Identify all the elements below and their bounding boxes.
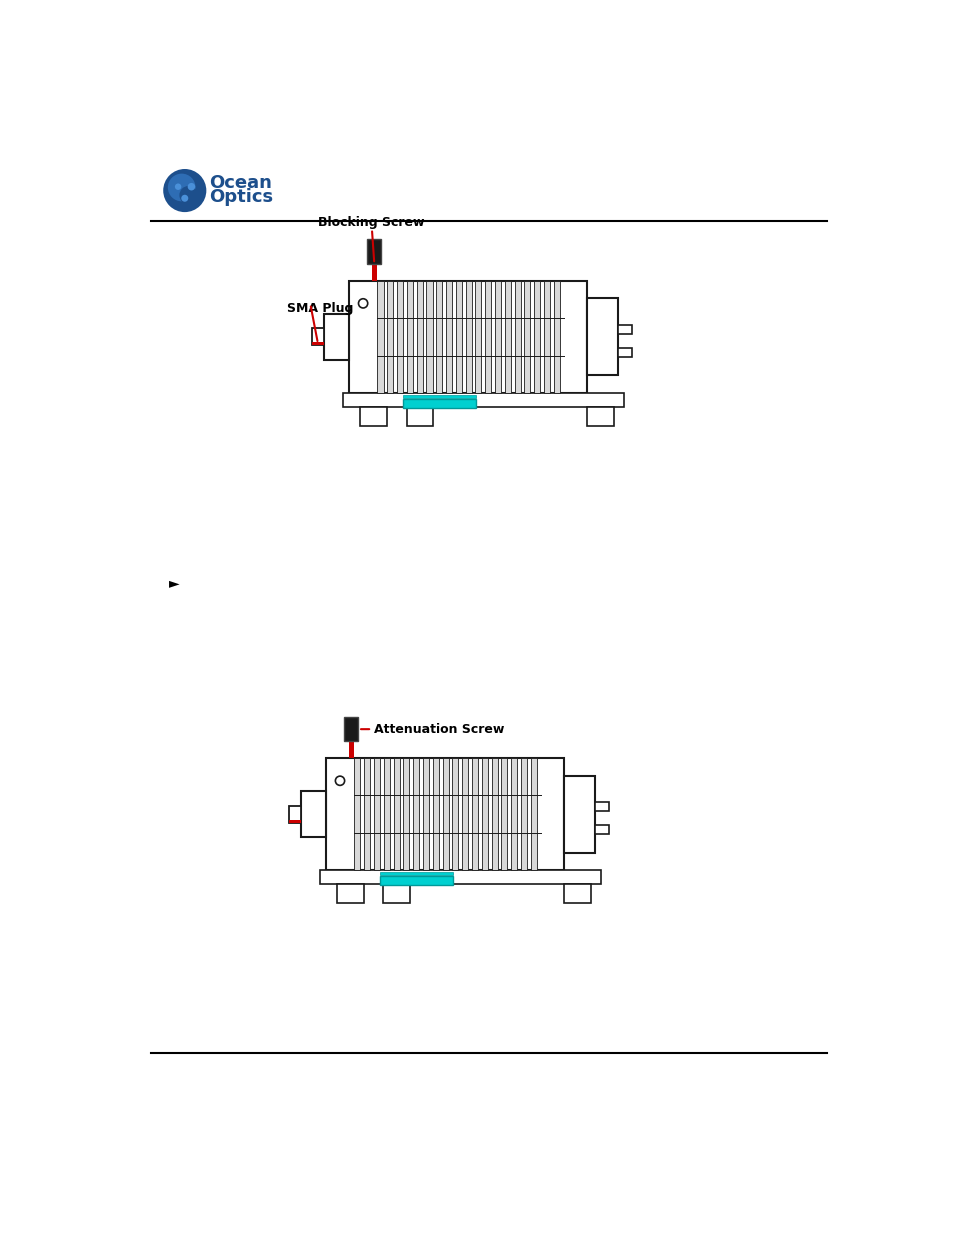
Bar [433, 758, 438, 871]
Bar [360, 406, 387, 426]
Bar [367, 240, 381, 264]
Bar [530, 758, 537, 871]
Bar [349, 282, 587, 393]
Bar [364, 758, 370, 871]
Bar [301, 792, 325, 837]
Bar [554, 282, 559, 393]
Bar [379, 872, 453, 876]
Bar [374, 758, 379, 871]
Bar [465, 282, 471, 393]
Circle shape [181, 195, 188, 201]
Bar [436, 282, 442, 393]
Bar [472, 758, 477, 871]
Bar [500, 758, 507, 871]
Bar [587, 406, 614, 426]
Bar [354, 758, 360, 871]
Bar [383, 758, 390, 871]
Bar [495, 282, 500, 393]
Bar [520, 758, 526, 871]
Bar [416, 282, 422, 393]
Text: Blocking Screw: Blocking Screw [317, 216, 424, 228]
Bar [319, 871, 600, 884]
Text: Optics: Optics [210, 188, 274, 206]
Bar [452, 758, 458, 871]
Bar [618, 325, 632, 333]
Bar [564, 776, 595, 852]
Bar [349, 741, 354, 758]
Circle shape [188, 183, 195, 190]
Bar [461, 758, 468, 871]
Bar [312, 329, 324, 346]
Text: SMA Plug: SMA Plug [287, 303, 354, 315]
Bar [406, 282, 413, 393]
Bar [456, 282, 461, 393]
Circle shape [168, 174, 195, 201]
Bar [312, 342, 324, 346]
Bar [595, 825, 608, 835]
Bar [394, 758, 399, 871]
Bar [595, 802, 608, 811]
Bar [564, 884, 591, 903]
Bar [543, 282, 550, 393]
Bar [446, 282, 452, 393]
Bar [481, 758, 487, 871]
Bar [587, 299, 618, 375]
Bar [426, 282, 432, 393]
Bar [383, 884, 410, 903]
Bar [289, 820, 301, 823]
Circle shape [335, 776, 344, 785]
Bar [336, 884, 364, 903]
Bar [514, 282, 520, 393]
Bar [403, 758, 409, 871]
Bar [396, 282, 403, 393]
Bar [324, 314, 349, 359]
Bar [422, 758, 429, 871]
Bar [379, 877, 453, 885]
Bar [289, 805, 301, 823]
Text: ►: ► [170, 577, 180, 590]
Bar [387, 282, 393, 393]
Text: Ocean: Ocean [210, 174, 272, 191]
Text: Attenuation Screw: Attenuation Screw [374, 722, 503, 736]
Bar [475, 282, 481, 393]
Bar [377, 282, 383, 393]
Bar [534, 282, 539, 393]
Bar [402, 399, 476, 408]
Bar [511, 758, 517, 871]
Bar [618, 347, 632, 357]
Bar [442, 758, 448, 871]
Bar [524, 282, 530, 393]
Bar [344, 716, 357, 741]
Bar [413, 758, 418, 871]
Circle shape [163, 169, 206, 212]
Bar [491, 758, 497, 871]
Bar [342, 393, 624, 406]
Bar [504, 282, 511, 393]
Circle shape [179, 186, 197, 205]
Bar [325, 758, 564, 871]
Bar [406, 406, 433, 426]
Bar [485, 282, 491, 393]
Circle shape [174, 184, 181, 190]
Bar [372, 264, 377, 282]
Bar [402, 395, 476, 398]
Circle shape [358, 299, 367, 308]
